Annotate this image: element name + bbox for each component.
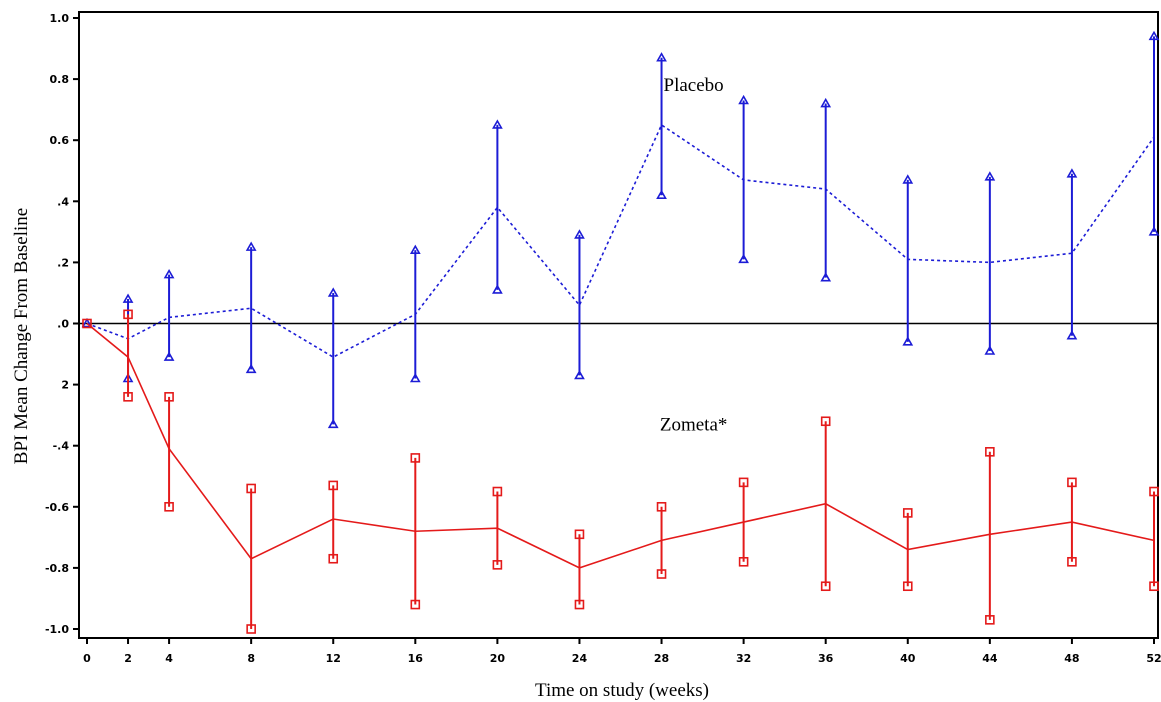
zometa-lower-marker — [492, 560, 503, 570]
placebo-lower-marker — [656, 189, 667, 199]
x-tick-label: 44 — [982, 652, 998, 665]
x-tick-label: 4 — [165, 652, 173, 665]
y-tick-label: 0.6 — [50, 134, 70, 147]
placebo-upper-marker — [574, 229, 585, 239]
x-tick-label: 24 — [572, 652, 588, 665]
zometa-lower-marker — [656, 569, 667, 579]
zometa-upper-marker — [246, 483, 256, 494]
placebo-upper-marker — [984, 171, 996, 181]
zometa-upper-marker — [738, 477, 749, 488]
placebo-lower-marker — [327, 418, 339, 429]
zometa-upper-marker — [328, 480, 339, 491]
y-tick-label: 1.0 — [50, 12, 70, 25]
zometa-upper-marker — [410, 453, 421, 463]
placebo-upper-marker — [1066, 168, 1078, 178]
placebo-upper-marker — [492, 119, 503, 129]
zometa-upper-marker — [164, 392, 174, 402]
placebo-upper-marker — [738, 94, 749, 105]
zometa-upper-marker — [820, 416, 831, 427]
placebo-lower-marker — [163, 351, 175, 361]
zometa-lower-marker — [820, 581, 831, 592]
y-tick-label: -.4 — [53, 440, 70, 453]
placebo-lower-marker — [1148, 226, 1160, 236]
placebo-upper-marker — [327, 287, 339, 297]
plot-area: 1.00.80.6.4.2.02-.4-0.6-0.8-1.00 2 4 8 12 16 2… — [45, 11, 1161, 665]
placebo-lower-marker — [738, 253, 749, 264]
zometa-lower-marker — [164, 501, 174, 512]
y-axis-title: BPI Mean Change From Baseline — [11, 208, 32, 464]
placebo-upper-marker — [656, 52, 667, 62]
zometa-lower-marker — [410, 599, 421, 610]
zometa-mean-line — [86, 322, 1155, 569]
x-tick-label: 32 — [736, 652, 751, 665]
placebo-upper-marker — [820, 97, 832, 108]
zometa-upper-marker — [902, 508, 913, 518]
placebo-point-marker — [81, 317, 93, 328]
y-tick-label: -0.8 — [45, 562, 69, 575]
y-tick-label: 0.8 — [50, 73, 70, 86]
y-tick-label: -0.6 — [45, 501, 69, 514]
plot-frame — [78, 11, 1159, 639]
zometa-upper-marker — [123, 309, 133, 320]
zometa-lower-marker — [902, 581, 913, 592]
x-tick-label: 36 — [818, 652, 834, 665]
placebo-lower-marker — [492, 284, 503, 294]
zometa-lower-marker — [985, 615, 995, 625]
placebo-lower-marker — [574, 369, 585, 380]
placebo-upper-marker — [245, 241, 257, 251]
y-tick-label: 2 — [61, 379, 69, 392]
zometa-lower-marker — [246, 624, 256, 634]
zometa-series — [82, 309, 1159, 634]
zometa-lower-marker — [1149, 581, 1159, 592]
placebo-lower-marker — [820, 272, 832, 282]
zometa-point-marker — [82, 318, 92, 329]
zometa-lower-marker — [738, 556, 749, 567]
zometa-upper-marker — [1067, 477, 1077, 488]
x-axis-title: Time on study (weeks) — [535, 680, 709, 701]
x-tick-label: 52 — [1146, 652, 1161, 665]
placebo-annotation: Placebo — [664, 75, 724, 96]
x-tick-label: 2 — [124, 652, 132, 665]
x-tick-label: 28 — [654, 652, 669, 665]
placebo-lower-marker — [245, 363, 257, 374]
zometa-lower-marker — [574, 599, 585, 610]
zometa-upper-marker — [1149, 486, 1159, 497]
zometa-annotation: Zometa* — [660, 414, 728, 435]
y-tick-label: .4 — [57, 195, 69, 208]
zometa-upper-marker — [656, 501, 667, 512]
x-tick-label: 40 — [900, 652, 916, 665]
placebo-upper-marker — [902, 174, 914, 184]
placebo-lower-marker — [1066, 330, 1078, 340]
zometa-lower-marker — [1067, 556, 1077, 567]
placebo-series — [81, 30, 1160, 429]
placebo-mean-line — [86, 123, 1155, 359]
zometa-lower-marker — [123, 392, 133, 402]
x-tick-label: 8 — [247, 652, 255, 665]
x-tick-label: 0 — [83, 652, 91, 665]
placebo-lower-marker — [409, 372, 421, 383]
zometa-upper-marker — [492, 486, 503, 497]
zometa-upper-marker — [985, 447, 995, 457]
zometa-upper-marker — [574, 529, 585, 540]
placebo-lower-marker — [984, 345, 996, 355]
placebo-lower-marker — [902, 336, 914, 346]
zometa-lower-marker — [328, 553, 339, 564]
x-tick-label: 48 — [1064, 652, 1079, 665]
placebo-upper-marker — [1148, 30, 1160, 41]
x-tick-label: 12 — [326, 652, 341, 665]
x-tick-label: 16 — [408, 652, 424, 665]
x-tick-label: 20 — [490, 652, 506, 665]
y-tick-label: -1.0 — [45, 623, 69, 636]
placebo-upper-marker — [163, 269, 175, 279]
y-tick-label: .2 — [57, 256, 69, 269]
y-tick-label: .0 — [57, 318, 69, 331]
placebo-upper-marker — [122, 293, 134, 303]
placebo-upper-marker — [409, 244, 421, 254]
